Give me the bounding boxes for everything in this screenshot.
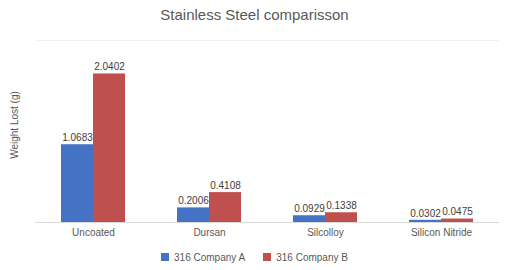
svg-text:2.0402: 2.0402 [94, 61, 125, 72]
svg-text:Silcolloy: Silcolloy [307, 227, 344, 238]
svg-text:1.0683: 1.0683 [62, 132, 93, 143]
svg-text:Silicon Nitride: Silicon Nitride [411, 227, 473, 238]
svg-text:0.4108: 0.4108 [210, 180, 241, 191]
svg-text:0.0302: 0.0302 [410, 208, 441, 219]
html-text:316 Company A: 316 Company A [174, 251, 246, 263]
svg-text:Uncoated: Uncoated [72, 227, 115, 238]
svg-text:0.0929: 0.0929 [294, 203, 325, 214]
svg-text:0.2006: 0.2006 [178, 195, 209, 206]
svg-text:Dursan: Dursan [193, 227, 225, 238]
html-text:Stainless Steel comparisson: Stainless Steel comparisson [160, 6, 349, 23]
html-text:Weight Lost (g): Weight Lost (g) [8, 91, 20, 159]
svg-text:0.0475: 0.0475 [442, 206, 473, 217]
svg-text:0.1338: 0.1338 [326, 200, 357, 211]
html-text:316 Company B: 316 Company B [276, 251, 348, 263]
